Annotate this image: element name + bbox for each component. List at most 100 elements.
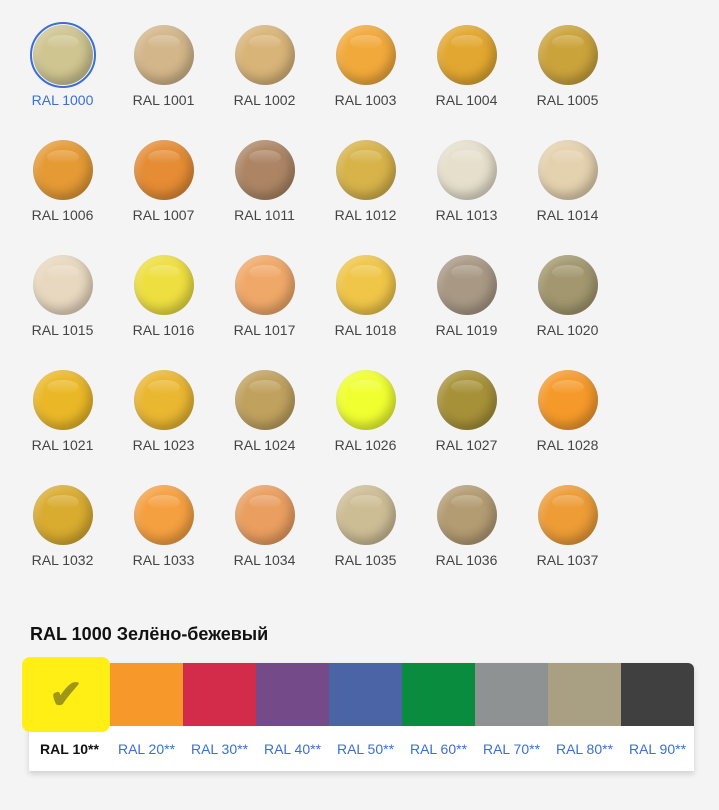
swatch-ral-1020[interactable]: RAL 1020 bbox=[517, 252, 618, 367]
color-ball bbox=[537, 255, 598, 315]
color-ball bbox=[537, 140, 598, 200]
group-swatch-ral-90[interactable] bbox=[621, 663, 694, 726]
swatch-ral-1003[interactable]: RAL 1003 bbox=[315, 22, 416, 137]
color-ball bbox=[335, 370, 396, 430]
swatch-ral-1000[interactable]: RAL 1000 bbox=[12, 22, 113, 137]
group-tab-ral-60[interactable]: RAL 60** bbox=[409, 740, 468, 757]
swatch-ral-1005[interactable]: RAL 1005 bbox=[517, 22, 618, 137]
swatch-label: RAL 1020 bbox=[536, 322, 599, 338]
swatch-ral-1018[interactable]: RAL 1018 bbox=[315, 252, 416, 367]
group-swatch-ral-40[interactable] bbox=[256, 663, 329, 726]
selection-ring bbox=[434, 137, 500, 203]
swatch-ral-1037[interactable]: RAL 1037 bbox=[517, 482, 618, 597]
swatch-label: RAL 1016 bbox=[132, 322, 195, 338]
color-ball bbox=[335, 255, 396, 315]
group-tab-ral-90[interactable]: RAL 90** bbox=[628, 740, 687, 757]
color-ball bbox=[335, 485, 396, 545]
swatch-ral-1024[interactable]: RAL 1024 bbox=[214, 367, 315, 482]
group-tab-ral-30[interactable]: RAL 30** bbox=[190, 740, 249, 757]
group-swatch-ral-70[interactable] bbox=[475, 663, 548, 726]
selection-ring bbox=[333, 482, 399, 548]
group-tab-ral-80[interactable]: RAL 80** bbox=[555, 740, 614, 757]
swatch-label: RAL 1017 bbox=[233, 322, 296, 338]
selection-ring bbox=[30, 367, 96, 433]
swatch-label: RAL 1006 bbox=[31, 207, 94, 223]
swatch-label: RAL 1013 bbox=[435, 207, 498, 223]
color-ball bbox=[32, 255, 93, 315]
swatch-label: RAL 1011 bbox=[234, 207, 295, 223]
swatch-ral-1011[interactable]: RAL 1011 bbox=[214, 137, 315, 252]
swatch-ral-1006[interactable]: RAL 1006 bbox=[12, 137, 113, 252]
swatch-ral-1014[interactable]: RAL 1014 bbox=[517, 137, 618, 252]
selection-ring bbox=[30, 482, 96, 548]
swatch-label: RAL 1018 bbox=[334, 322, 397, 338]
swatch-ral-1002[interactable]: RAL 1002 bbox=[214, 22, 315, 137]
group-swatch-ral-50[interactable] bbox=[329, 663, 402, 726]
selection-ring bbox=[131, 137, 197, 203]
swatch-ral-1016[interactable]: RAL 1016 bbox=[113, 252, 214, 367]
selection-ring bbox=[434, 482, 500, 548]
selection-ring bbox=[535, 137, 601, 203]
swatch-label: RAL 1002 bbox=[233, 92, 296, 108]
group-tab-ral-40[interactable]: RAL 40** bbox=[263, 740, 322, 757]
color-ball bbox=[133, 140, 194, 200]
swatch-label: RAL 1019 bbox=[435, 322, 498, 338]
swatch-label: RAL 1036 bbox=[435, 552, 498, 568]
selection-ring bbox=[131, 22, 197, 88]
selection-ring bbox=[29, 22, 96, 88]
selection-ring bbox=[131, 252, 197, 318]
swatch-ral-1036[interactable]: RAL 1036 bbox=[416, 482, 517, 597]
group-swatch-ral-60[interactable] bbox=[402, 663, 475, 726]
selection-ring bbox=[333, 367, 399, 433]
swatch-label: RAL 1004 bbox=[435, 92, 498, 108]
group-swatch-ral-20[interactable] bbox=[110, 663, 183, 726]
group-tab-ral-20[interactable]: RAL 20** bbox=[117, 740, 176, 757]
swatch-ral-1028[interactable]: RAL 1028 bbox=[517, 367, 618, 482]
swatch-label: RAL 1023 bbox=[132, 437, 195, 453]
color-ball bbox=[537, 370, 598, 430]
group-swatch-ral-10[interactable]: ✔ bbox=[22, 657, 110, 732]
group-tab-ral-10[interactable]: RAL 10** bbox=[40, 740, 99, 757]
swatch-ral-1001[interactable]: RAL 1001 bbox=[113, 22, 214, 137]
color-ball bbox=[133, 25, 194, 85]
selection-ring bbox=[232, 252, 298, 318]
color-ball bbox=[234, 370, 295, 430]
selection-ring bbox=[232, 367, 298, 433]
swatch-ral-1007[interactable]: RAL 1007 bbox=[113, 137, 214, 252]
swatch-ral-1021[interactable]: RAL 1021 bbox=[12, 367, 113, 482]
group-tab-ral-50[interactable]: RAL 50** bbox=[336, 740, 395, 757]
swatch-ral-1019[interactable]: RAL 1019 bbox=[416, 252, 517, 367]
selection-ring bbox=[434, 252, 500, 318]
swatch-label: RAL 1021 bbox=[31, 437, 94, 453]
color-group-selector: ✔ RAL 10** RAL 20** RAL 30** RAL 40** RAL 50… bbox=[22, 657, 694, 771]
color-ball bbox=[32, 370, 93, 430]
group-swatch-ral-30[interactable] bbox=[183, 663, 256, 726]
swatch-label: RAL 1027 bbox=[435, 437, 498, 453]
color-group-strip: ✔ bbox=[22, 657, 694, 732]
group-tab-ral-70[interactable]: RAL 70** bbox=[482, 740, 541, 757]
selection-ring bbox=[535, 252, 601, 318]
selection-ring bbox=[434, 367, 500, 433]
swatch-ral-1012[interactable]: RAL 1012 bbox=[315, 137, 416, 252]
swatch-grid: RAL 1000 RAL 1001 RAL 1002 RAL 1003 RAL 1004… bbox=[12, 22, 618, 597]
swatch-ral-1035[interactable]: RAL 1035 bbox=[315, 482, 416, 597]
selection-ring bbox=[232, 22, 298, 88]
selection-ring bbox=[232, 137, 298, 203]
swatch-ral-1033[interactable]: RAL 1033 bbox=[113, 482, 214, 597]
color-group-labels: RAL 10** RAL 20** RAL 30** RAL 40** RAL 50**… bbox=[29, 726, 694, 771]
color-ball bbox=[335, 25, 396, 85]
selection-ring bbox=[535, 482, 601, 548]
swatch-ral-1023[interactable]: RAL 1023 bbox=[113, 367, 214, 482]
swatch-ral-1032[interactable]: RAL 1032 bbox=[12, 482, 113, 597]
swatch-ral-1034[interactable]: RAL 1034 bbox=[214, 482, 315, 597]
swatch-ral-1027[interactable]: RAL 1027 bbox=[416, 367, 517, 482]
group-swatch-ral-80[interactable] bbox=[548, 663, 621, 726]
color-ball bbox=[234, 140, 295, 200]
swatch-ral-1013[interactable]: RAL 1013 bbox=[416, 137, 517, 252]
selection-ring bbox=[131, 482, 197, 548]
swatch-ral-1017[interactable]: RAL 1017 bbox=[214, 252, 315, 367]
swatch-label: RAL 1033 bbox=[132, 552, 195, 568]
swatch-ral-1004[interactable]: RAL 1004 bbox=[416, 22, 517, 137]
swatch-ral-1026[interactable]: RAL 1026 bbox=[315, 367, 416, 482]
swatch-ral-1015[interactable]: RAL 1015 bbox=[12, 252, 113, 367]
